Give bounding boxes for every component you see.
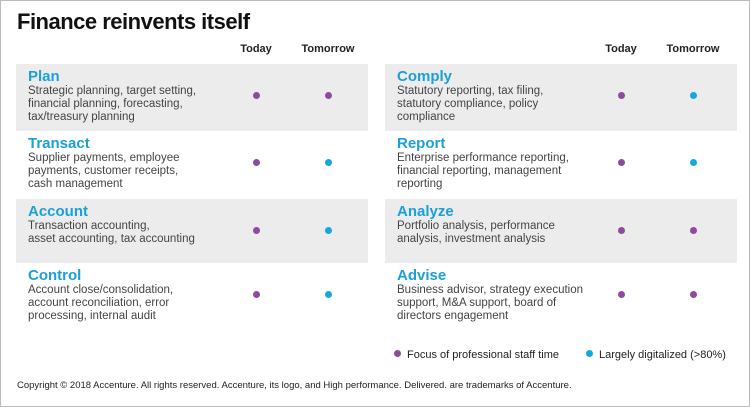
row-description: processing, internal audit	[28, 310, 156, 322]
legend-item: Largely digitalized (>80%)	[586, 349, 726, 361]
legend-label: Largely digitalized (>80%)	[599, 349, 726, 361]
status-dot	[618, 227, 625, 234]
legend-label: Focus of professional staff time	[407, 349, 560, 361]
status-dot	[325, 92, 332, 99]
row-description: Business advisor, strategy execution	[397, 284, 584, 296]
row-description: Portfolio analysis, performance	[397, 220, 555, 232]
row-description: financial planning, forecasting,	[28, 98, 183, 110]
column-header: Tomorrow	[666, 43, 720, 55]
status-dot	[690, 291, 697, 298]
row-title: Plan	[28, 68, 60, 85]
row: Transact Supplier payments, employee payme…	[16, 131, 368, 199]
status-dot	[253, 291, 260, 298]
row-description: account reconciliation, error	[28, 297, 170, 309]
legend-dot	[394, 350, 401, 357]
status-dot	[253, 227, 260, 234]
row: Account Transaction accounting, asset acco…	[16, 199, 368, 263]
copyright: Copyright © 2018 Accenture. All rights r…	[17, 380, 572, 391]
status-dot	[325, 159, 332, 166]
row: Report Enterprise performance reporting, f…	[385, 131, 737, 199]
status-dot	[253, 92, 260, 99]
status-dot	[253, 159, 260, 166]
status-dot	[618, 291, 625, 298]
status-dot	[618, 92, 625, 99]
row-description: Statutory reporting, tax filing,	[397, 85, 544, 97]
row: Plan Strategic planning, target setting, f…	[16, 64, 368, 131]
row-description: asset accounting, tax accounting	[28, 233, 195, 245]
status-dot	[690, 92, 697, 99]
status-dot	[325, 227, 332, 234]
row-description: reporting	[397, 178, 443, 190]
row-description: compliance	[397, 111, 456, 123]
row: Comply Statutory reporting, tax filing, st…	[385, 64, 737, 131]
column-header: Today	[240, 43, 272, 55]
legend-dot	[586, 350, 593, 357]
status-dot	[690, 159, 697, 166]
row-description: Supplier payments, employee	[28, 152, 180, 164]
row-description: Transaction accounting,	[28, 220, 150, 232]
row-title: Advise	[397, 267, 447, 284]
status-dot	[618, 159, 625, 166]
row-title: Control	[28, 267, 82, 284]
row-description: tax/treasury planning	[28, 111, 135, 123]
row-description: Strategic planning, target setting,	[28, 85, 197, 97]
row: Control Account close/consolidation, accou…	[16, 263, 368, 336]
row-description: Enterprise performance reporting,	[397, 152, 569, 164]
row-description: payments, customer receipts,	[28, 165, 179, 177]
row-title: Transact	[28, 135, 90, 152]
row-description: statutory compliance, policy	[397, 98, 539, 110]
row: Analyze Portfolio analysis, performance an…	[385, 199, 737, 263]
column-header: Tomorrow	[301, 43, 355, 55]
row-description: Account close/consolidation,	[28, 284, 174, 296]
row: Advise Business advisor, strategy executi…	[385, 263, 737, 336]
title: Finance reinvents itself	[17, 9, 250, 34]
legend-item: Focus of professional staff time	[394, 349, 559, 361]
row-title: Comply	[397, 68, 453, 85]
column-header: Today	[605, 43, 637, 55]
row-description: support, M&A support, board of	[397, 297, 557, 309]
row-description: directors engagement	[397, 310, 509, 322]
row-title: Analyze	[397, 203, 454, 220]
row-description: cash management	[28, 178, 123, 190]
row-description: financial reporting, management	[397, 165, 562, 177]
status-dot	[325, 291, 332, 298]
row-description: analysis, investment analysis	[397, 233, 546, 245]
status-dot	[690, 227, 697, 234]
row-title: Report	[397, 135, 446, 152]
row-title: Account	[28, 203, 88, 220]
